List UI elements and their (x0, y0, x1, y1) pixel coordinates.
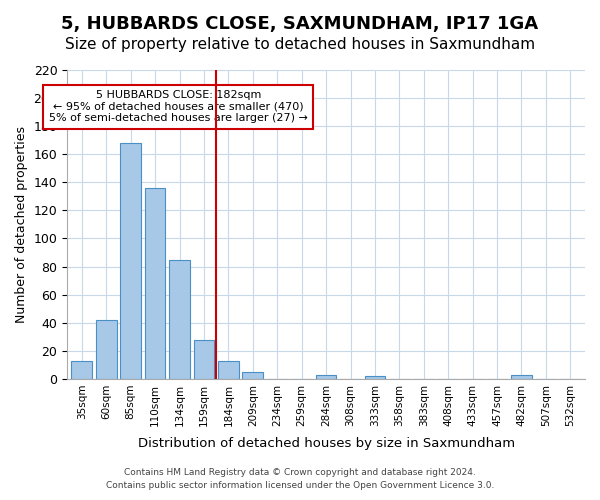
Text: Contains HM Land Registry data © Crown copyright and database right 2024.
Contai: Contains HM Land Registry data © Crown c… (106, 468, 494, 490)
Y-axis label: Number of detached properties: Number of detached properties (15, 126, 28, 323)
Bar (71, 360, 92, 379)
Bar (120, 143, 141, 379)
Bar (145, 188, 166, 379)
Bar (511, 374, 532, 379)
Bar (316, 374, 337, 379)
Bar (194, 340, 214, 379)
Bar (242, 372, 263, 379)
Bar (96, 320, 116, 379)
Text: 5 HUBBARDS CLOSE: 182sqm
← 95% of detached houses are smaller (470)
5% of semi-d: 5 HUBBARDS CLOSE: 182sqm ← 95% of detach… (49, 90, 308, 124)
Text: 5, HUBBARDS CLOSE, SAXMUNDHAM, IP17 1GA: 5, HUBBARDS CLOSE, SAXMUNDHAM, IP17 1GA (61, 15, 539, 33)
Text: Size of property relative to detached houses in Saxmundham: Size of property relative to detached ho… (65, 38, 535, 52)
Bar (218, 360, 239, 379)
X-axis label: Distribution of detached houses by size in Saxmundham: Distribution of detached houses by size … (137, 437, 515, 450)
Bar (169, 260, 190, 379)
Bar (365, 376, 385, 379)
